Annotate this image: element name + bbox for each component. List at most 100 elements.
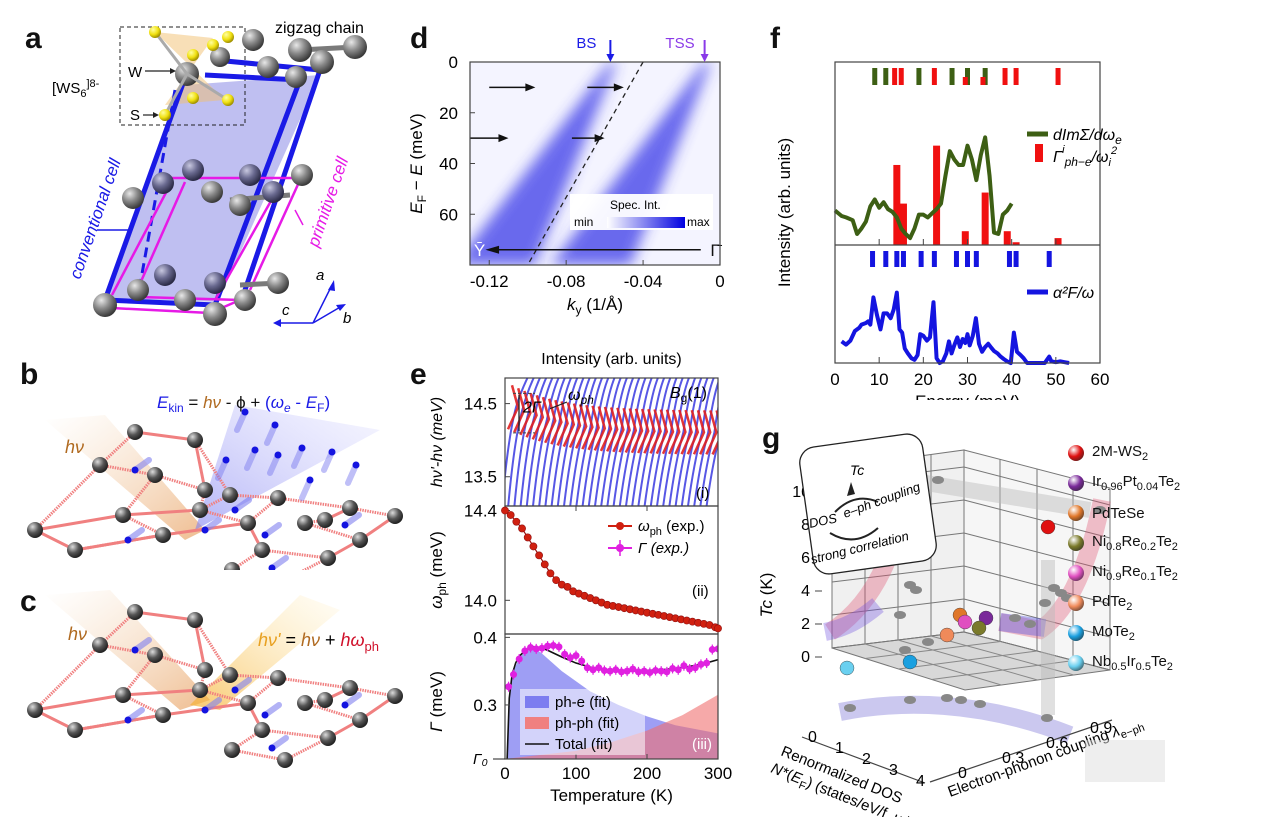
raman-spectrum-blue	[550, 378, 579, 506]
material-point	[957, 614, 973, 630]
raman-spectrum-red	[661, 409, 675, 455]
x-axis-label: ky (1/Å)	[567, 295, 623, 317]
lattice-atom	[155, 527, 171, 543]
mode-tick-blue	[918, 251, 924, 267]
projection-point	[1055, 589, 1067, 597]
material-point	[1040, 519, 1056, 535]
lattice-atom	[270, 490, 286, 506]
raman-spectrum-red	[612, 407, 625, 453]
omega-ph-point	[535, 551, 543, 560]
lattice-atom	[317, 512, 333, 528]
raman-spectrum-red	[587, 405, 600, 451]
raman-spectrum-blue	[519, 378, 548, 506]
mode-tick-blue	[1006, 251, 1012, 267]
lattice-atom	[187, 612, 203, 628]
s-arrowhead	[153, 112, 159, 118]
lattice-atom	[224, 742, 240, 758]
gamma-point	[612, 666, 620, 674]
electron	[231, 506, 239, 514]
axis-c-label: c	[282, 302, 290, 319]
gamma-point	[663, 668, 671, 676]
gamma-point	[527, 644, 535, 652]
omega-ph-label: ωph	[568, 387, 594, 407]
bg1-label: Bg(1)	[670, 385, 707, 405]
material-point	[939, 627, 955, 643]
lattice-bond	[33, 463, 102, 532]
axes-triad	[273, 280, 346, 327]
gamma-point	[572, 652, 580, 660]
omega-ph-point	[540, 560, 549, 569]
panel-d: d Ȳ Γ̄ Spec. Int. min max -0.12 -0.08 -0.04 0 0 20…	[400, 0, 740, 320]
w-label: W	[128, 64, 143, 81]
lattice-bond	[229, 673, 279, 680]
legend-item: Nb0.5Ir0.5Te2	[1068, 648, 1180, 678]
lattice-atom	[297, 695, 313, 711]
electron	[124, 716, 132, 724]
x-tick-label: 20	[914, 370, 933, 389]
legend-marker	[1068, 565, 1084, 581]
panel-label-g: g	[762, 422, 781, 455]
lattice-bond	[284, 736, 329, 762]
ws6-label: [WS6]8-	[52, 78, 100, 100]
s-label: S	[130, 107, 140, 124]
projection-point	[1039, 599, 1051, 607]
dos-tick-label: 3	[889, 762, 898, 779]
ybar-label: Ȳ	[474, 241, 485, 260]
raman-equation: hν' = hν + hωph	[258, 630, 379, 654]
e-top-title: Intensity (arb. units)	[541, 351, 682, 368]
inset-arrow-top	[834, 497, 879, 513]
projection-point	[844, 704, 856, 712]
lattice-atom	[240, 695, 256, 711]
mode-tick-red	[898, 68, 904, 85]
dos-tick-label: 4	[916, 773, 925, 790]
projection-point	[974, 700, 986, 708]
sub-ii-label: (ii)	[692, 583, 709, 600]
raman-spectrum-blue	[532, 378, 560, 506]
gamma-point	[521, 647, 529, 655]
gamma-point	[669, 664, 677, 672]
legend-red-swatch	[1035, 144, 1043, 162]
dashed-guide-line	[527, 61, 644, 266]
y-axis-label-iii: Γ (meV)	[427, 671, 446, 732]
panel-e: e Intensity (arb. units) 14.5 13.5 hν'-hν (…	[400, 330, 740, 817]
x-axis-label: Temperature (K)	[550, 786, 673, 805]
tc-axis-label: Tc (K)	[757, 573, 776, 618]
raman-spectrum-red	[544, 398, 557, 444]
gamma-point	[623, 667, 631, 675]
legend-gamma-label: Γ (exp.)	[638, 540, 689, 557]
raman-spectrum-blue	[594, 378, 622, 506]
raman-spectrum-red	[711, 410, 718, 455]
raman-spectrum-blue	[575, 378, 604, 506]
lattice-c	[27, 604, 403, 768]
omega-ph-point	[563, 582, 572, 591]
axis-a-label: a	[316, 267, 324, 284]
lattice-bond	[231, 748, 286, 762]
raman-spectrum-blue	[662, 378, 691, 506]
x-tick-label: 30	[958, 370, 977, 389]
mode-tick-blue	[900, 251, 906, 267]
raman-spectrum-blue	[581, 378, 610, 506]
raman-spectrum-red	[668, 409, 681, 455]
raman-spectrum-blue	[687, 378, 715, 506]
crystal-structure: a b c zigzag chain W S [WS6]8- conventio…	[52, 20, 367, 327]
projection-point	[1094, 506, 1106, 514]
material-point	[978, 610, 994, 626]
lattice-bond	[34, 513, 124, 532]
gamma-point	[640, 667, 648, 675]
gamma-point	[566, 654, 574, 662]
gamma-ph-e-bar	[899, 203, 907, 245]
tc-tick-label: 4	[801, 583, 810, 600]
legend-blue-label: α²F/ω	[1053, 285, 1094, 302]
panel-label-a: a	[25, 22, 42, 55]
raman-spectrum-red	[568, 403, 582, 449]
mode-tick-red	[931, 68, 937, 85]
raman-spectrum-blue	[507, 378, 535, 506]
projection-band-top	[918, 474, 1092, 518]
gamma-point	[589, 666, 597, 674]
lattice-atom	[115, 507, 131, 523]
lattice-bond	[122, 688, 201, 697]
gamma-point	[555, 643, 563, 651]
photoelectron	[352, 461, 360, 469]
gamma-ph-e-bar	[1003, 231, 1011, 245]
raman-spectrum-blue	[674, 378, 703, 506]
